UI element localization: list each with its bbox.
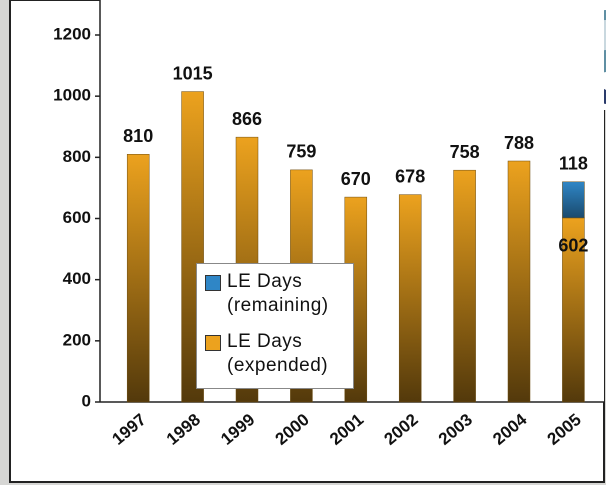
data-label: 810 [123,126,153,146]
bar-segment [398,194,422,403]
data-label: 1015 [173,63,213,83]
legend-item: LE Days (remaining) [205,270,345,318]
data-label: 758 [450,142,480,162]
legend-swatch [205,275,221,291]
bar-segment [126,154,150,403]
data-label: 118 [559,154,588,174]
legend: LE Days (remaining) LE Days (expended) [196,263,354,389]
data-label: 670 [341,169,371,189]
legend-label: LE Days (expended) [227,331,329,376]
bar-segment [507,160,531,403]
y-tick-label: 200 [63,330,91,349]
data-label: 678 [395,166,425,186]
legend-item: LE Days (expended) [205,330,345,378]
y-tick-label: 400 [63,269,91,288]
bar-segment [453,169,476,403]
legend-swatch [205,335,221,351]
data-label: 602 [558,236,588,256]
y-tick-label: 1000 [53,86,91,105]
data-label: 788 [504,133,534,153]
y-tick-label: 0 [82,391,91,410]
data-label: 759 [286,142,316,162]
data-label: 866 [232,109,262,129]
y-tick-label: 1200 [53,24,91,43]
y-tick-label: 800 [63,147,91,166]
bar-segment [562,181,585,219]
legend-label: LE Days (remaining) [227,271,329,316]
y-tick-label: 600 [63,208,91,227]
